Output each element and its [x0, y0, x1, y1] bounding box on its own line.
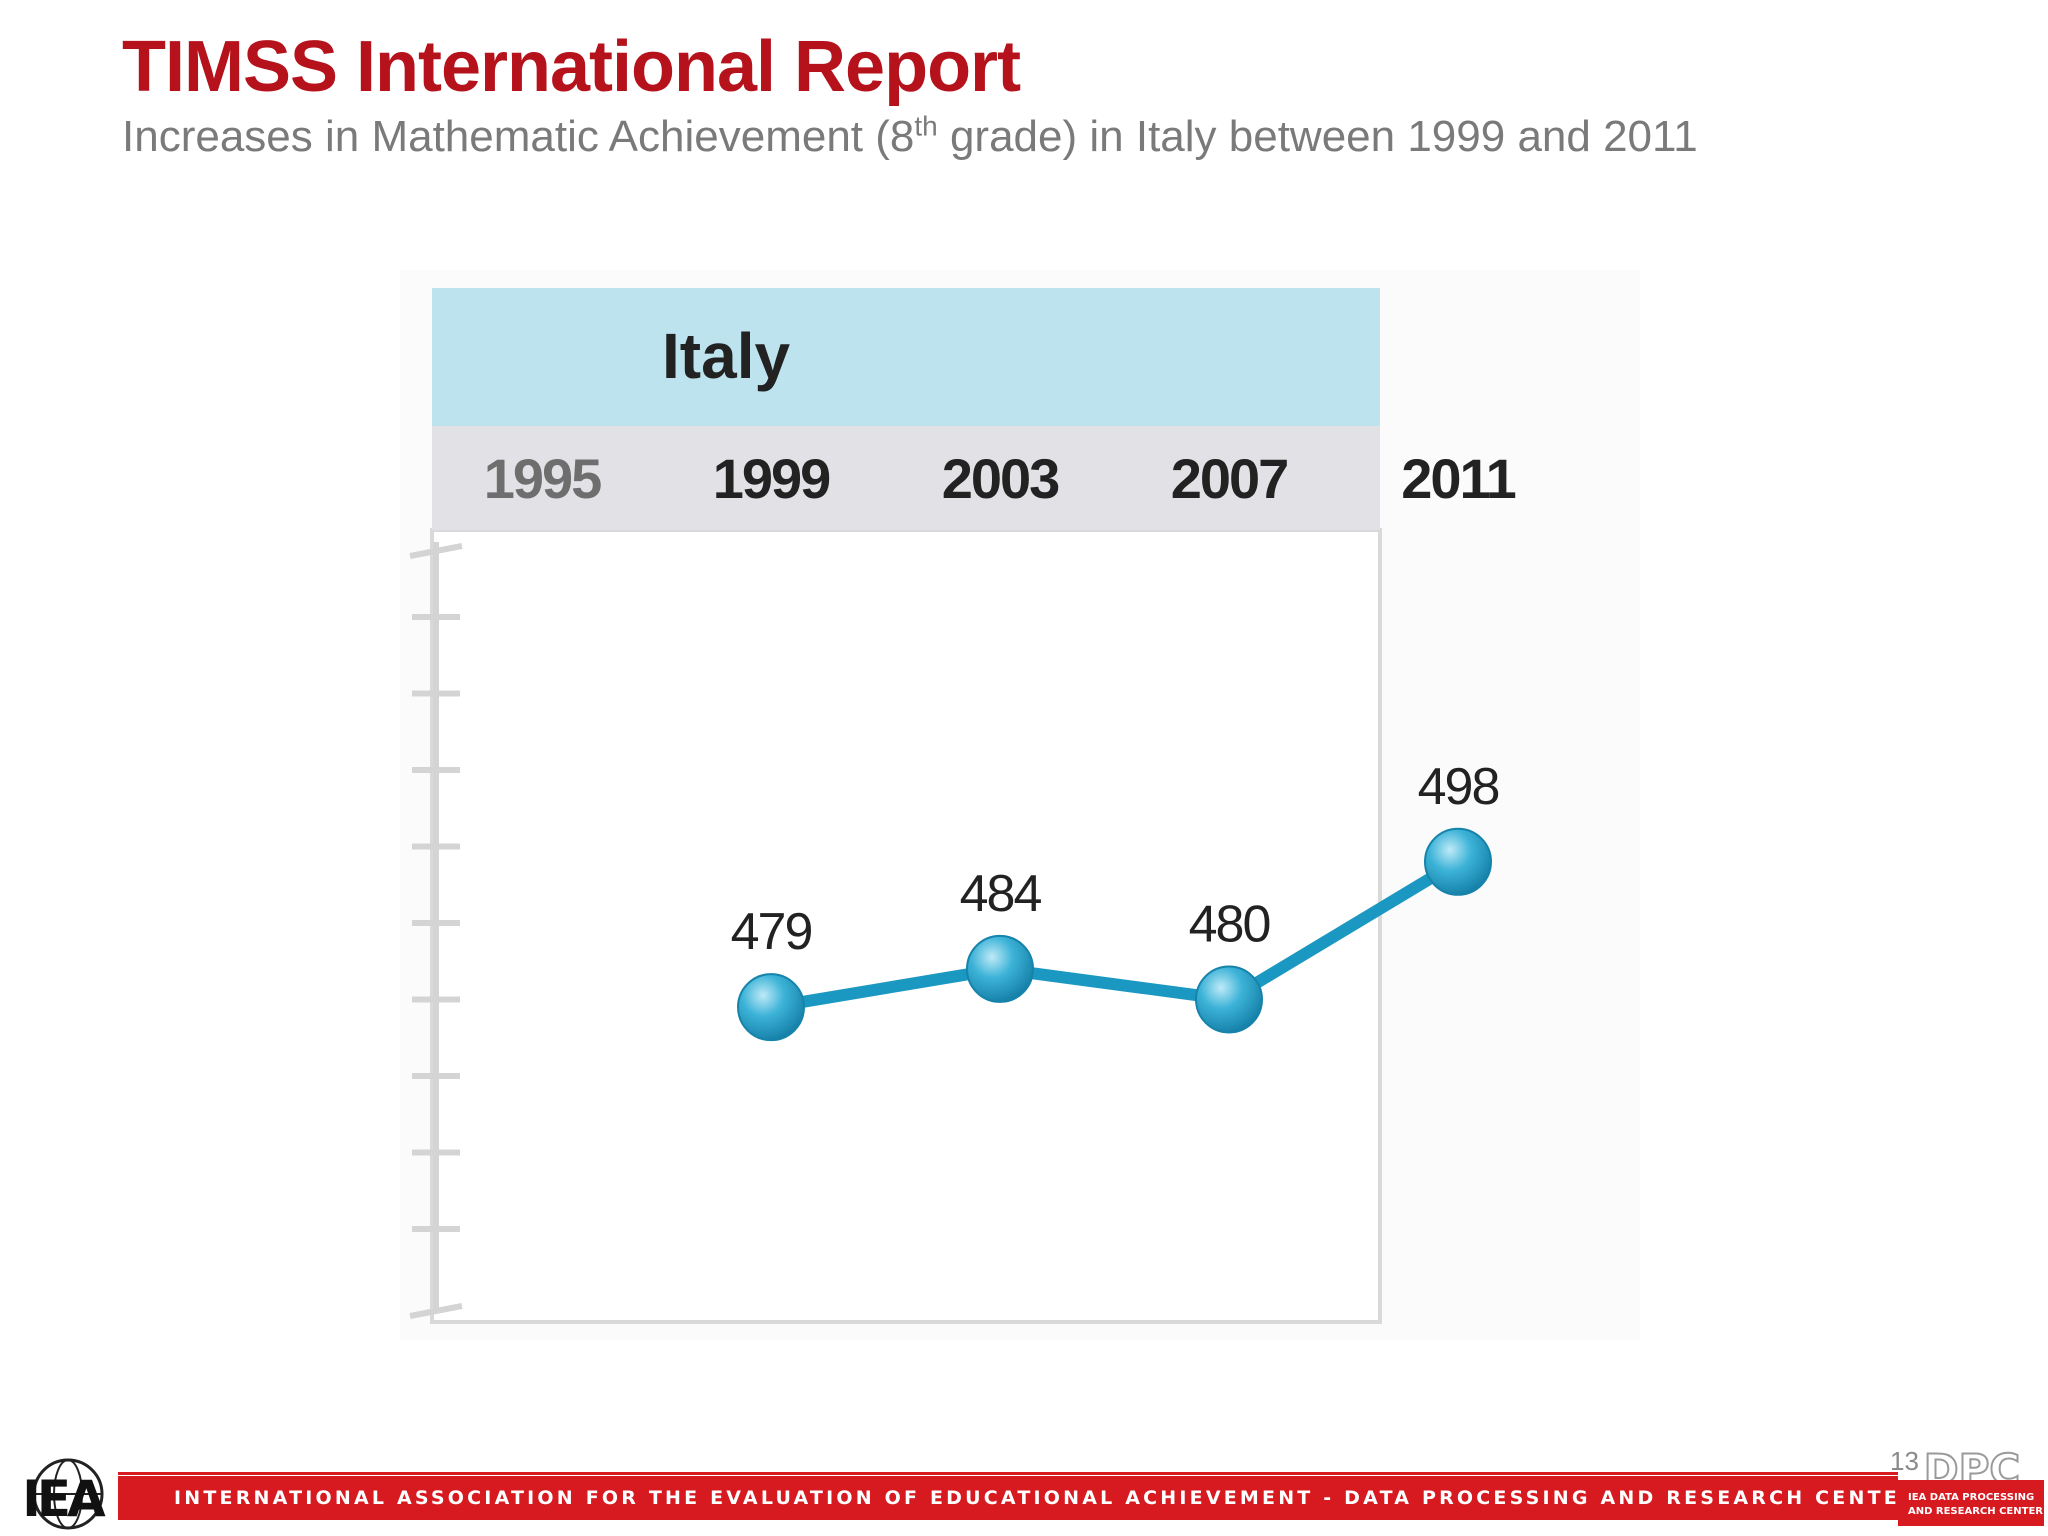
subtitle-superscript: th: [914, 110, 938, 142]
data-point: [1195, 965, 1263, 1034]
x-tick-label: 1995: [484, 447, 601, 510]
line-chart: Italy19951999200320072011530450479484480…: [409, 288, 1518, 1324]
subtitle-text-start: Increases in Mathematic Achievement (8: [122, 112, 915, 161]
footer-bar-top-line: [118, 1472, 1898, 1475]
data-point: [1424, 827, 1492, 896]
data-point: [966, 934, 1034, 1003]
footer-banner: INTERNATIONAL ASSOCIATION FOR THE EVALUA…: [118, 1476, 1898, 1520]
slide-title: TIMSS International Report: [122, 27, 1021, 107]
iea-logo-text: IEA: [22, 1470, 106, 1528]
x-tick-label: 2011: [1401, 447, 1515, 510]
series-line: [770, 856, 1462, 1014]
x-tick-label: 2007: [1171, 447, 1288, 510]
dpc-logo-caption-1: IEA DATA PROCESSING: [1908, 1492, 2034, 1503]
data-label: 484: [960, 865, 1042, 923]
y-axis-break-top: [409, 543, 463, 559]
y-axis-break-bottom: [409, 1303, 463, 1319]
page-number: 13: [1890, 1446, 1919, 1476]
dpc-logo-caption-2: AND RESEARCH CENTER: [1908, 1506, 2043, 1517]
dpc-logo: DPC IEA DATA PROCESSING AND RESEARCH CEN…: [1898, 1444, 2044, 1526]
data-point: [737, 973, 805, 1042]
x-tick-label: 1999: [713, 447, 830, 510]
slide-subtitle: Increases in Mathematic Achievement (8th…: [122, 112, 1698, 162]
x-tick-label: 2003: [942, 447, 1059, 510]
plot-frame: [430, 528, 1382, 1324]
data-label: 480: [1189, 896, 1270, 954]
chart-title: Italy: [662, 320, 790, 392]
data-label: 479: [731, 903, 812, 961]
chart-header-band: [432, 288, 1380, 426]
chart-area: Italy19951999200320072011530450479484480…: [400, 270, 1640, 1340]
year-band: [432, 426, 1380, 530]
dpc-logo-band: [1898, 1480, 2044, 1526]
subtitle-text-end: grade) in Italy between 1999 and 2011: [937, 112, 1698, 161]
iea-logo: IEA: [22, 1458, 110, 1530]
data-label: 498: [1418, 758, 1499, 816]
